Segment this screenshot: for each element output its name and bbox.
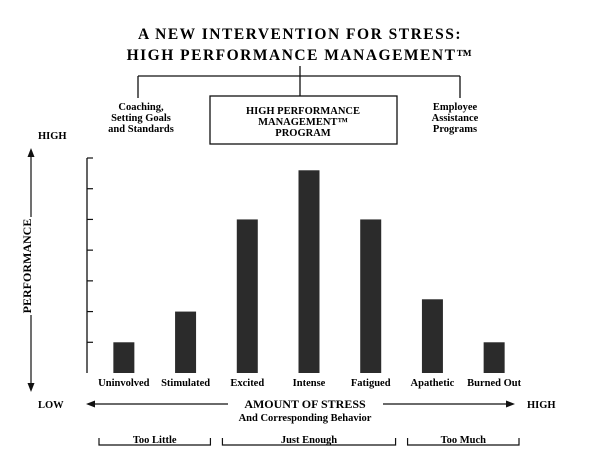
- category-label: Burned Out: [467, 378, 521, 389]
- group-label: Too Much: [441, 435, 487, 446]
- title-line-1: A NEW INTERVENTION FOR STRESS:: [138, 26, 462, 43]
- behavior-groups: Too Little Just Enough Too Much: [98, 435, 520, 446]
- intervention-eap: Employee Assistance Programs: [432, 102, 479, 135]
- x-axis-high-label: HIGH: [527, 400, 556, 411]
- intervention-coaching: Coaching, Setting Goals and Standards: [108, 102, 174, 135]
- stress-arrow-right-head: [506, 400, 515, 408]
- intervention-left-line-2: Setting Goals: [111, 113, 171, 124]
- category-label: Intense: [293, 378, 326, 389]
- intervention-right-line-3: Programs: [433, 124, 477, 135]
- bar-apathetic: [421, 299, 443, 373]
- category-labels: Uninvolved Stimulated Excited Intense Fatigu…: [98, 378, 521, 389]
- performance-arrow-down-head: [27, 383, 35, 392]
- bar-burned-out: [483, 342, 505, 373]
- y-axis-title: PERFORMANCE: [20, 219, 34, 314]
- bars-group: [113, 170, 505, 373]
- bar-excited: [236, 219, 258, 373]
- intervention-right-line-2: Assistance: [432, 113, 479, 124]
- bar-uninvolved: [113, 342, 135, 373]
- category-label: Stimulated: [161, 378, 210, 389]
- intervention-left-line-3: and Standards: [108, 124, 174, 135]
- performance-arrow-up-head: [27, 148, 35, 157]
- x-axis-subtitle: And Corresponding Behavior: [239, 413, 372, 424]
- intervention-center-line-3: PROGRAM: [275, 128, 330, 139]
- bar-fatigued: [360, 219, 382, 373]
- stress-arrow-left-head: [86, 400, 95, 408]
- group-bracket: [98, 438, 212, 446]
- intervention-center-line-1: HIGH PERFORMANCE: [246, 106, 360, 117]
- bar-stimulated: [175, 311, 197, 373]
- group-label: Too Little: [133, 435, 177, 446]
- x-axis-title: AMOUNT OF STRESS: [244, 397, 366, 411]
- intervention-hpm-box: HIGH PERFORMANCE MANAGEMENT™ PROGRAM: [209, 95, 398, 145]
- intervention-center-line-2: MANAGEMENT™: [258, 117, 348, 128]
- category-label: Excited: [230, 378, 264, 389]
- group-bracket: [406, 438, 520, 446]
- y-axis-high-label: HIGH: [38, 131, 67, 142]
- category-label: Uninvolved: [98, 378, 150, 389]
- y-axis-low-label: LOW: [38, 400, 64, 411]
- y-axis-ticks: [87, 157, 93, 343]
- group-bracket: [221, 438, 397, 446]
- bar-intense: [298, 170, 320, 373]
- category-label: Fatigued: [351, 378, 391, 389]
- title-line-2: HIGH PERFORMANCE MANAGEMENT™: [127, 47, 474, 64]
- intervention-right-line-1: Employee: [433, 102, 478, 113]
- group-label: Just Enough: [281, 435, 337, 446]
- intervention-connector: [137, 66, 461, 98]
- category-label: Apathetic: [411, 378, 455, 389]
- intervention-left-line-1: Coaching,: [118, 102, 164, 113]
